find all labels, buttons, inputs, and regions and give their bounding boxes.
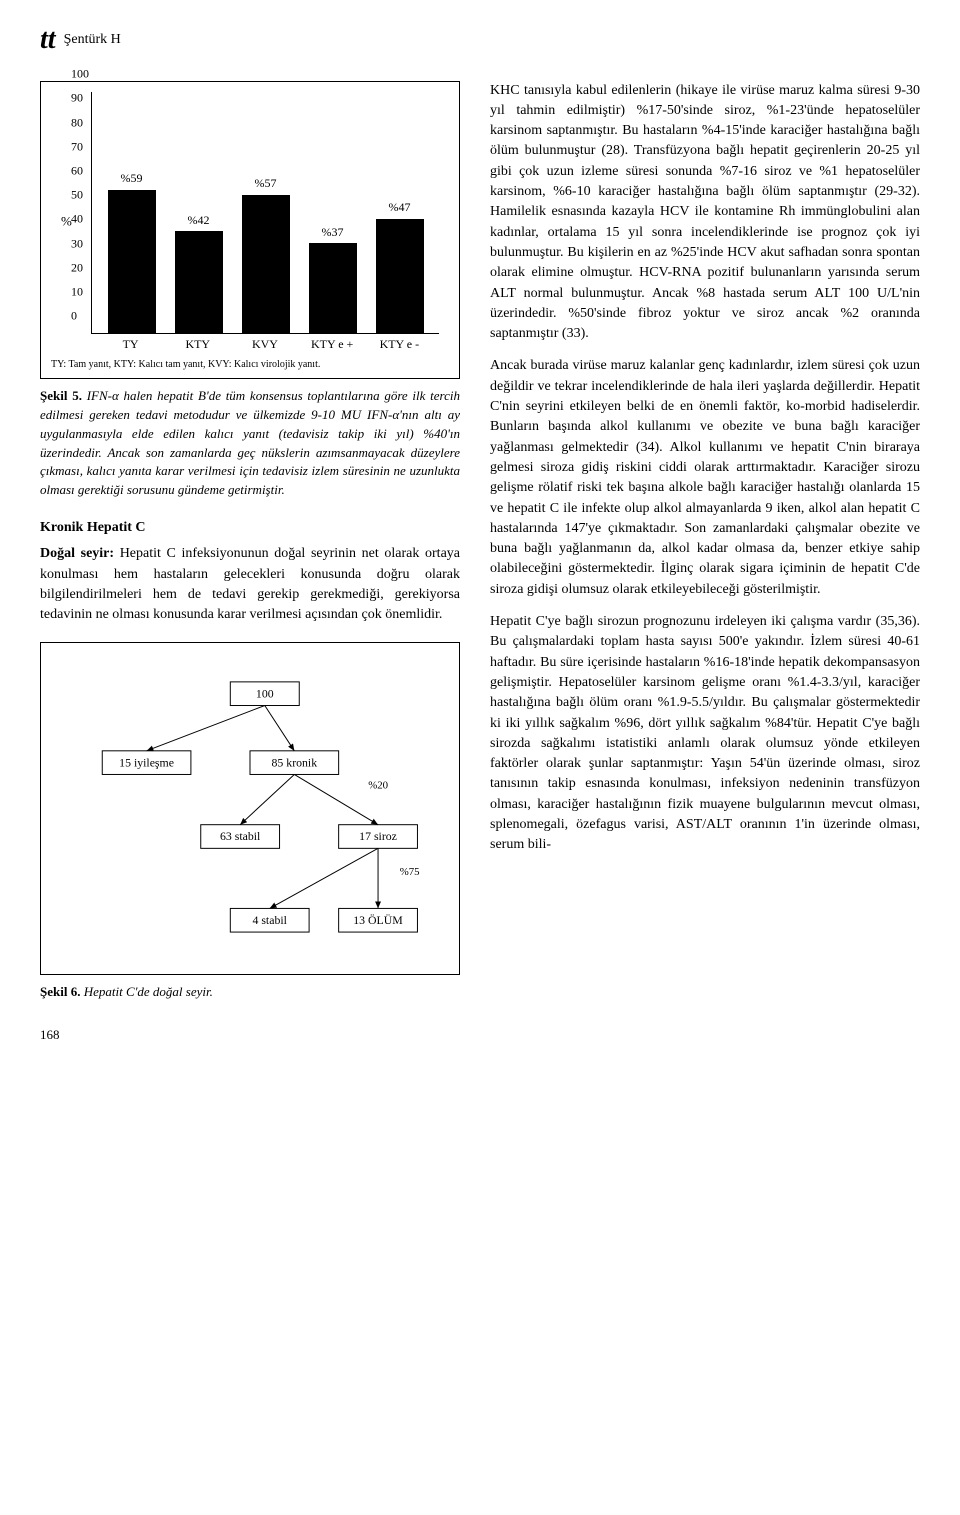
x-tick-label: TY bbox=[107, 336, 155, 353]
page-header: tt Şentürk H bbox=[40, 20, 920, 61]
two-column-layout: % %59%42%57%37%47 TYKTYKVYKTY e +KTY e -… bbox=[40, 81, 920, 1002]
y-tick-label: 0 bbox=[71, 308, 77, 325]
y-tick-label: 90 bbox=[71, 90, 83, 107]
bar-rect bbox=[175, 231, 223, 333]
bar-KTY-e--: %47 bbox=[376, 199, 424, 332]
y-tick-label: 30 bbox=[71, 235, 83, 252]
figure-6-flowchart: 100 15 iyileşme 85 kronik 63 stabil 17 siroz… bbox=[40, 642, 460, 975]
y-tick-label: 40 bbox=[71, 211, 83, 228]
y-tick-label: 60 bbox=[71, 162, 83, 179]
figure-6-caption-text: Hepatit C'de doğal seyir. bbox=[80, 984, 212, 999]
x-axis-labels: TY KTY KVY KTY e + KTY e - bbox=[91, 336, 439, 353]
figure-6-label: Şekil 6. bbox=[40, 984, 80, 999]
x-tick-label: KTY e + bbox=[308, 336, 356, 353]
right-paragraph-2: Ancak burada virüse maruz kalanlar genç … bbox=[490, 356, 920, 600]
flow-edge bbox=[240, 774, 294, 824]
flow-node-label: 85 kronik bbox=[272, 755, 318, 769]
y-tick-label: 100 bbox=[71, 66, 89, 83]
flowchart-svg: 100 15 iyileşme 85 kronik 63 stabil 17 siroz… bbox=[53, 655, 447, 955]
y-tick-label: 50 bbox=[71, 187, 83, 204]
y-tick-label: 80 bbox=[71, 114, 83, 131]
flow-node-label: 15 iyileşme bbox=[119, 755, 174, 769]
flow-node-label: 17 siroz bbox=[359, 829, 397, 843]
y-tick-label: 70 bbox=[71, 138, 83, 155]
flow-edge bbox=[294, 774, 378, 824]
flow-node-label: 63 stabil bbox=[220, 829, 261, 843]
y-tick-label: 20 bbox=[71, 259, 83, 276]
figure-5-caption: Şekil 5. IFN-α halen hepatit B'de tüm ko… bbox=[40, 387, 460, 500]
page-number: 168 bbox=[40, 1026, 920, 1045]
bar-rect bbox=[242, 195, 290, 333]
section-title-kronik: Kronik Hepatit C bbox=[40, 518, 460, 538]
kronik-lead: Doğal seyir: bbox=[40, 546, 114, 561]
x-tick-label: KTY bbox=[174, 336, 222, 353]
bar-plot: %59 %42 %57 %37 %47 bbox=[91, 92, 439, 334]
figure-5-caption-text: IFN-α halen hepatit B'de tüm konsensus t… bbox=[40, 388, 460, 497]
flow-node-label: 100 bbox=[256, 686, 274, 700]
flow-edge-label: %75 bbox=[400, 866, 420, 878]
x-tick-label: KVY bbox=[241, 336, 289, 353]
flow-edge bbox=[265, 705, 295, 750]
figure-5-chart: % %59%42%57%37%47 TYKTYKVYKTY e +KTY e -… bbox=[40, 81, 460, 380]
bar-value-label: %57 bbox=[255, 175, 277, 192]
kronik-paragraph: Doğal seyir: Hepatit C infeksiyonunun do… bbox=[40, 544, 460, 625]
bar-value-label: %59 bbox=[121, 170, 143, 187]
author-name: Şentürk H bbox=[64, 30, 121, 50]
bar-KTY: %42 bbox=[175, 212, 223, 333]
flow-edge bbox=[270, 848, 378, 908]
bar-rect bbox=[309, 243, 357, 333]
figure-5-label: Şekil 5. bbox=[40, 388, 82, 403]
flow-node-label: 4 stabil bbox=[252, 913, 287, 927]
chart-footnote: TY: Tam yanıt, KTY: Kalıcı tam yanıt, KV… bbox=[51, 358, 449, 373]
bar-value-label: %37 bbox=[322, 224, 344, 241]
y-tick-label: 10 bbox=[71, 283, 83, 300]
right-paragraph-1: KHC tanısıyla kabul edilenlerin (hikaye … bbox=[490, 81, 920, 345]
bar-rect bbox=[108, 190, 156, 333]
figure-6-caption: Şekil 6. Hepatit C'de doğal seyir. bbox=[40, 983, 460, 1002]
left-column: % %59%42%57%37%47 TYKTYKVYKTY e +KTY e -… bbox=[40, 81, 460, 1002]
flow-node-label: 13 ÖLÜM bbox=[353, 913, 403, 927]
bar-value-label: %42 bbox=[188, 212, 210, 229]
journal-icon: tt bbox=[40, 20, 56, 61]
right-column: KHC tanısıyla kabul edilenlerin (hikaye … bbox=[490, 81, 920, 1002]
bar-KVY: %57 bbox=[242, 175, 290, 332]
bar-KTY-e-+: %37 bbox=[309, 224, 357, 333]
chart-plot-area: % %59%42%57%37%47 TYKTYKVYKTY e +KTY e -… bbox=[91, 92, 449, 352]
flow-edge bbox=[147, 705, 265, 750]
right-paragraph-3: Hepatit C'ye bağlı sirozun prognozunu ir… bbox=[490, 612, 920, 856]
flow-edge-label: %20 bbox=[368, 779, 388, 791]
bar-rect bbox=[376, 219, 424, 333]
bar-TY: %59 bbox=[108, 170, 156, 332]
bar-value-label: %47 bbox=[389, 199, 411, 216]
x-tick-label: KTY e - bbox=[375, 336, 423, 353]
